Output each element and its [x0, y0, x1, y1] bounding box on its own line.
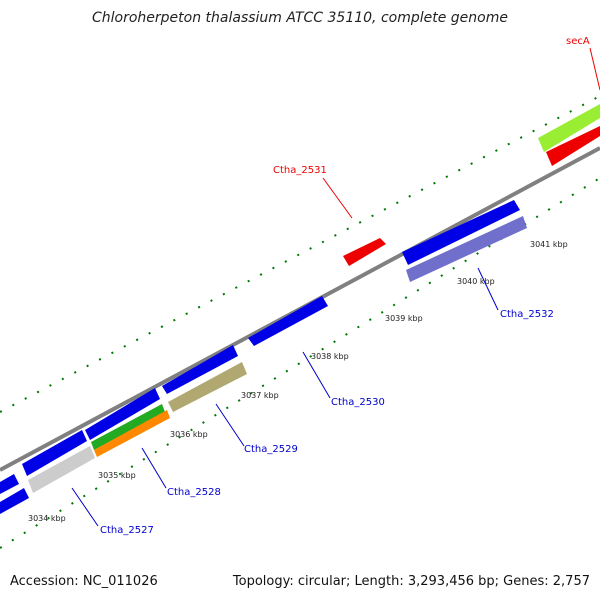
gene-blue-3040-arrow[interactable]: [402, 200, 520, 265]
ctha-2531-label[interactable]: Ctha_2531: [273, 165, 327, 176]
gene-blue-3035-arrow[interactable]: [22, 430, 87, 476]
tick-label-3037: 3037 kbp: [241, 391, 279, 400]
ctha-2528-label[interactable]: Ctha_2528: [167, 487, 221, 498]
tick-label-3041: 3041 kbp: [530, 240, 568, 249]
ctha-2532-callout-line: [477, 267, 499, 311]
ctha-2528-callout-line: [141, 447, 167, 489]
map-title: Chloroherpeton thalassium ATCC 35110, co…: [92, 10, 508, 26]
tick-label-3034: 3034 kbp: [28, 514, 66, 523]
gene-secA-arrow[interactable]: [546, 126, 600, 166]
ctha-2527-label[interactable]: Ctha_2527: [100, 525, 154, 536]
gene-green-arrow[interactable]: [91, 404, 165, 450]
tick-label-3038: 3038 kbp: [311, 352, 349, 361]
ctha-2527-callout-line: [71, 487, 99, 527]
gene-blue-3034b-arrow[interactable]: [0, 488, 29, 514]
ctha-2529-callout-line: [215, 403, 245, 447]
tick-label-3035: 3035 kbp: [98, 471, 136, 480]
accession-text: Accession: NC_011026: [10, 574, 158, 589]
secA-callout-line: [589, 47, 600, 91]
ctha-2530-callout-line: [302, 351, 331, 399]
genome-summary-text: Topology: circular; Length: 3,293,456 bp…: [232, 574, 590, 589]
gene-ctha-2530-arrow[interactable]: [248, 296, 328, 346]
gene-ctha-2528-arrow[interactable]: [94, 410, 170, 457]
gene-ctha-2531-arrow[interactable]: [343, 238, 386, 266]
gene-blue-3037-arrow[interactable]: [162, 345, 238, 394]
tick-label-3036: 3036 kbp: [170, 430, 208, 439]
secA-label[interactable]: secA: [566, 36, 590, 47]
ctha-2532-label[interactable]: Ctha_2532: [500, 309, 554, 320]
gene-blue-3034a-arrow[interactable]: [0, 474, 19, 494]
outer-dotted-guide: [0, 95, 600, 413]
ctha-2531-callout-line: [322, 177, 353, 219]
gene-ctha-2527-arrow[interactable]: [28, 446, 95, 493]
gene-blue-3036-arrow[interactable]: [85, 388, 160, 440]
gene-lime-arrow[interactable]: [538, 104, 600, 152]
tick-label-3039: 3039 kbp: [385, 314, 423, 323]
ctha-2530-label[interactable]: Ctha_2530: [331, 397, 385, 408]
ctha-2529-label[interactable]: Ctha_2529: [244, 444, 298, 455]
gene-ctha-2532-arrow[interactable]: [406, 216, 527, 282]
tick-label-3040: 3040 kbp: [457, 277, 495, 286]
gene-ctha-2529-arrow[interactable]: [168, 362, 247, 412]
